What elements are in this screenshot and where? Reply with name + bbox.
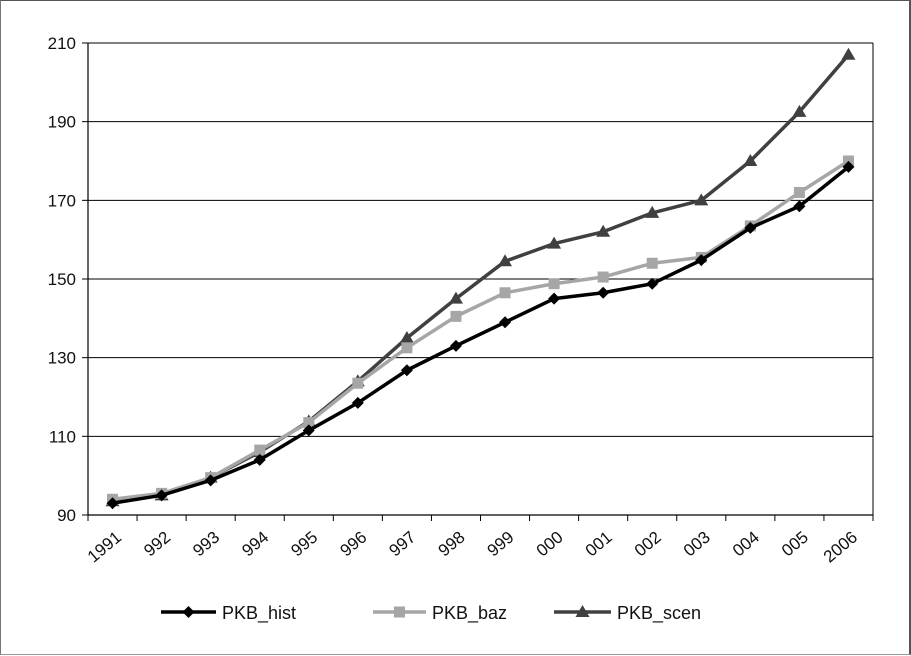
legend-item-PKB_baz: PKB_baz — [373, 603, 507, 624]
y-tick-label: 210 — [48, 34, 76, 53]
data-point — [352, 377, 364, 389]
data-point — [646, 257, 658, 269]
data-point — [303, 417, 315, 429]
x-tick-label: 2006 — [820, 528, 861, 567]
data-point — [499, 316, 512, 329]
x-tick-label: 003 — [680, 528, 714, 561]
x-tick-label: 993 — [189, 528, 223, 561]
data-point — [449, 339, 462, 352]
x-tick-label: 002 — [631, 528, 665, 561]
x-tick-label: 001 — [582, 528, 616, 561]
data-point — [399, 331, 414, 343]
data-point — [841, 47, 856, 60]
legend-label: PKB_baz — [432, 603, 507, 624]
x-tick-label: 998 — [435, 528, 469, 561]
x-tick-label: 994 — [238, 528, 272, 561]
data-point — [695, 254, 708, 267]
data-point — [448, 291, 463, 304]
data-point — [155, 489, 168, 502]
x-tick-label: 1991 — [84, 528, 125, 567]
data-point — [253, 453, 266, 466]
data-point — [401, 342, 413, 354]
data-point — [596, 224, 611, 237]
series-layer — [105, 47, 856, 510]
data-point — [548, 292, 561, 305]
legend-item-PKB_scen: PKB_scen — [554, 603, 701, 624]
series-line — [112, 159, 850, 502]
data-point — [646, 277, 659, 290]
series-line — [112, 165, 850, 505]
data-point — [302, 424, 315, 437]
legend-label: PKB_hist — [222, 603, 296, 624]
y-tick-label: 90 — [57, 506, 76, 525]
x-tick-label: 005 — [778, 528, 812, 561]
x-tick-label: 000 — [533, 528, 567, 561]
data-point — [694, 193, 709, 206]
data-point — [792, 104, 807, 117]
y-tick-label: 110 — [49, 427, 76, 446]
data-point — [106, 497, 119, 510]
x-tick-label: 004 — [729, 528, 763, 561]
legend-marker — [575, 605, 590, 617]
series-PKB_scen — [105, 47, 856, 507]
data-point — [547, 236, 562, 249]
data-point — [597, 271, 609, 283]
legend-label: PKB_scen — [617, 603, 701, 624]
data-point — [499, 287, 511, 299]
series-PKB_baz — [107, 155, 854, 505]
legend-marker — [394, 606, 405, 618]
x-tick-label: 999 — [484, 528, 518, 561]
legend-item-PKB_hist: PKB_hist — [161, 603, 296, 624]
data-point — [204, 474, 217, 487]
legend: PKB_hist PKB_baz PKB_scen — [161, 603, 701, 624]
data-point — [842, 160, 855, 173]
data-point — [450, 310, 462, 322]
data-point — [744, 221, 757, 234]
grid-layer — [88, 42, 873, 437]
data-point — [498, 254, 513, 267]
y-tick-label: 150 — [48, 270, 76, 289]
data-point — [793, 200, 806, 213]
data-point — [793, 186, 805, 198]
x-tick-label: 992 — [140, 528, 174, 561]
data-point — [743, 154, 758, 166]
data-point — [254, 444, 266, 456]
data-point — [548, 278, 560, 290]
series-PKB_hist — [106, 160, 855, 510]
y-tick-label: 130 — [48, 349, 76, 368]
data-point — [351, 396, 364, 409]
data-point — [597, 286, 610, 299]
data-point — [400, 364, 413, 377]
y-tick-label: 170 — [48, 191, 76, 210]
x-tick-label: 997 — [386, 528, 420, 561]
y-tick-label: 190 — [48, 113, 76, 132]
legend-marker — [182, 606, 195, 618]
x-tick-label: 995 — [287, 528, 321, 561]
data-point — [645, 205, 660, 218]
x-tick-label: 996 — [336, 528, 370, 561]
